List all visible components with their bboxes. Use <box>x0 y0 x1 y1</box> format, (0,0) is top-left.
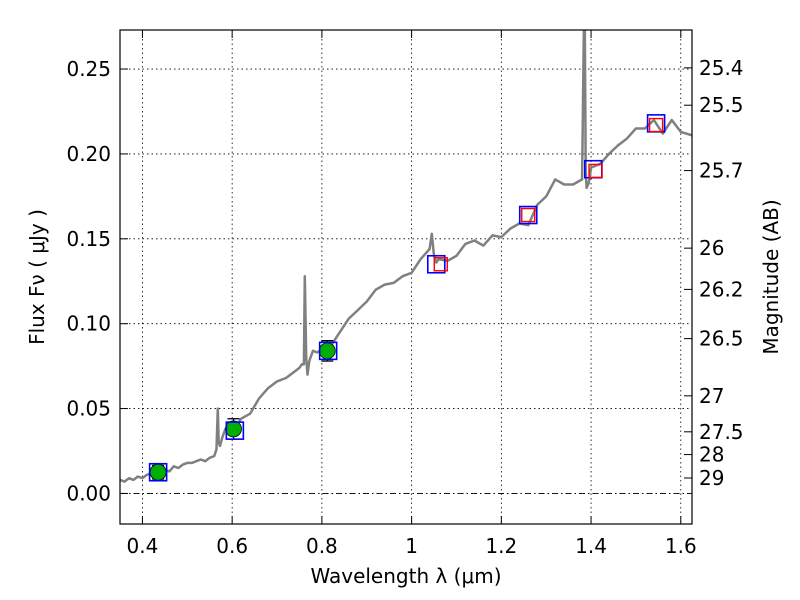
magnitude-tick-label: 27.5 <box>699 420 744 444</box>
spectrum-line <box>120 30 692 483</box>
x-tick-label: 1.4 <box>575 534 607 558</box>
upper-limit-square <box>433 257 448 272</box>
upper-limit-square <box>648 117 664 133</box>
magnitude-tick-label: 27 <box>699 384 724 408</box>
y-axis-label: Flux Fν ( μJy ) <box>25 209 49 345</box>
x-tick-label: 1.6 <box>665 534 697 558</box>
upper-limit-square <box>521 207 536 223</box>
y-tick-label: 0.25 <box>66 57 111 81</box>
model-photometry-square <box>318 341 338 361</box>
series-layer <box>120 30 692 483</box>
upper-limit-square <box>588 163 603 179</box>
y-tick-label: 0.00 <box>66 481 111 505</box>
magnitude-tick-label: 28 <box>699 443 724 467</box>
model-photometry-square <box>518 205 538 225</box>
x-tick-label: 1.2 <box>485 534 517 558</box>
x-tick-label: 0.4 <box>127 534 159 558</box>
axis-ticks <box>120 30 692 524</box>
magnitude-tick-label: 26.2 <box>699 277 744 301</box>
observed-point <box>318 342 336 360</box>
model-photometry-square <box>426 254 446 274</box>
magnitude-tick-label: 25.4 <box>699 56 744 80</box>
observed-point <box>149 463 167 481</box>
y-tick-label: 0.10 <box>66 312 111 336</box>
y-tick-label: 0.20 <box>66 142 111 166</box>
y2-axis-label: Magnitude (AB) <box>759 199 783 354</box>
plot-area <box>120 30 692 524</box>
model-photometry-square <box>148 462 168 482</box>
magnitude-tick-label: 25.7 <box>699 159 744 183</box>
tick-labels: 0.4 0.6 0.8 1 1.2 1.4 1.6 0.00 0.05 0.10 0.15 0.20 0… <box>66 56 743 558</box>
magnitude-tick-label: 26.5 <box>699 327 744 351</box>
magnitude-tick-label: 26 <box>699 236 724 260</box>
x-axis-label: Wavelength λ (μm) <box>310 564 501 588</box>
x-tick-label: 0.8 <box>306 534 338 558</box>
y-tick-label: 0.05 <box>66 397 111 421</box>
model-photometry-square <box>225 421 245 440</box>
plot-frame <box>119 29 693 525</box>
y-tick-label: 0.15 <box>66 227 111 251</box>
magnitude-tick-label: 25.5 <box>699 93 744 117</box>
x-tick-label: 0.6 <box>216 534 248 558</box>
x-tick-label: 1 <box>405 534 418 558</box>
magnitude-tick-label: 29 <box>699 466 724 490</box>
observed-point <box>225 420 242 438</box>
